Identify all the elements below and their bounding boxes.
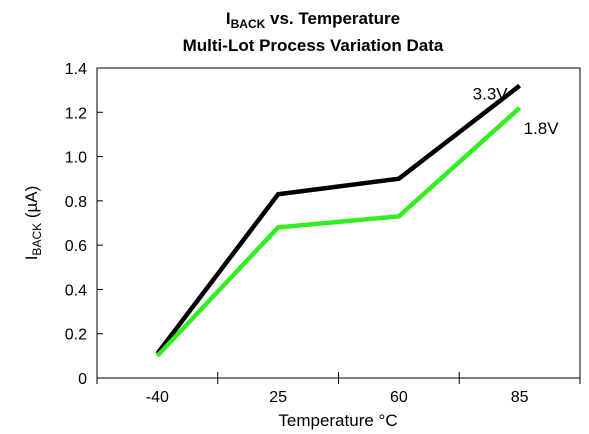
series-label: 1.8V — [524, 119, 560, 138]
x-tick-label: -40 — [146, 389, 169, 406]
y-axis-label: IBACK (µA) — [22, 186, 44, 261]
chart-title: IBACK vs. Temperature — [226, 9, 400, 31]
y-tick-label: 1.0 — [65, 150, 87, 167]
y-tick-label: 0.4 — [65, 282, 87, 299]
y-tick-label: 1.4 — [65, 61, 87, 78]
x-tick-label: 60 — [390, 389, 408, 406]
y-tick-label: 1.2 — [65, 105, 87, 122]
series-line-3-3v — [155, 83, 521, 356]
x-axis: -40 25 60 85 — [96, 372, 581, 406]
y-tick-label: 0 — [78, 371, 87, 388]
x-axis-label: Temperature °C — [278, 411, 397, 430]
chart-subtitle: Multi-Lot Process Variation Data — [183, 36, 444, 55]
series-line-1-8v — [155, 106, 522, 358]
series-layer: 3.3V 1.8V — [155, 83, 560, 358]
y-tick-label: 0.8 — [65, 194, 87, 211]
x-tick-label: 85 — [511, 389, 529, 406]
y-axis: 0 0.2 0.4 0.6 0.8 1.0 1.2 1.4 — [65, 61, 103, 388]
y-tick-label: 0.2 — [65, 327, 87, 344]
y-tick-label: 0.6 — [65, 238, 87, 255]
x-tick-label: 25 — [269, 389, 287, 406]
series-label: 3.3V — [473, 85, 509, 104]
